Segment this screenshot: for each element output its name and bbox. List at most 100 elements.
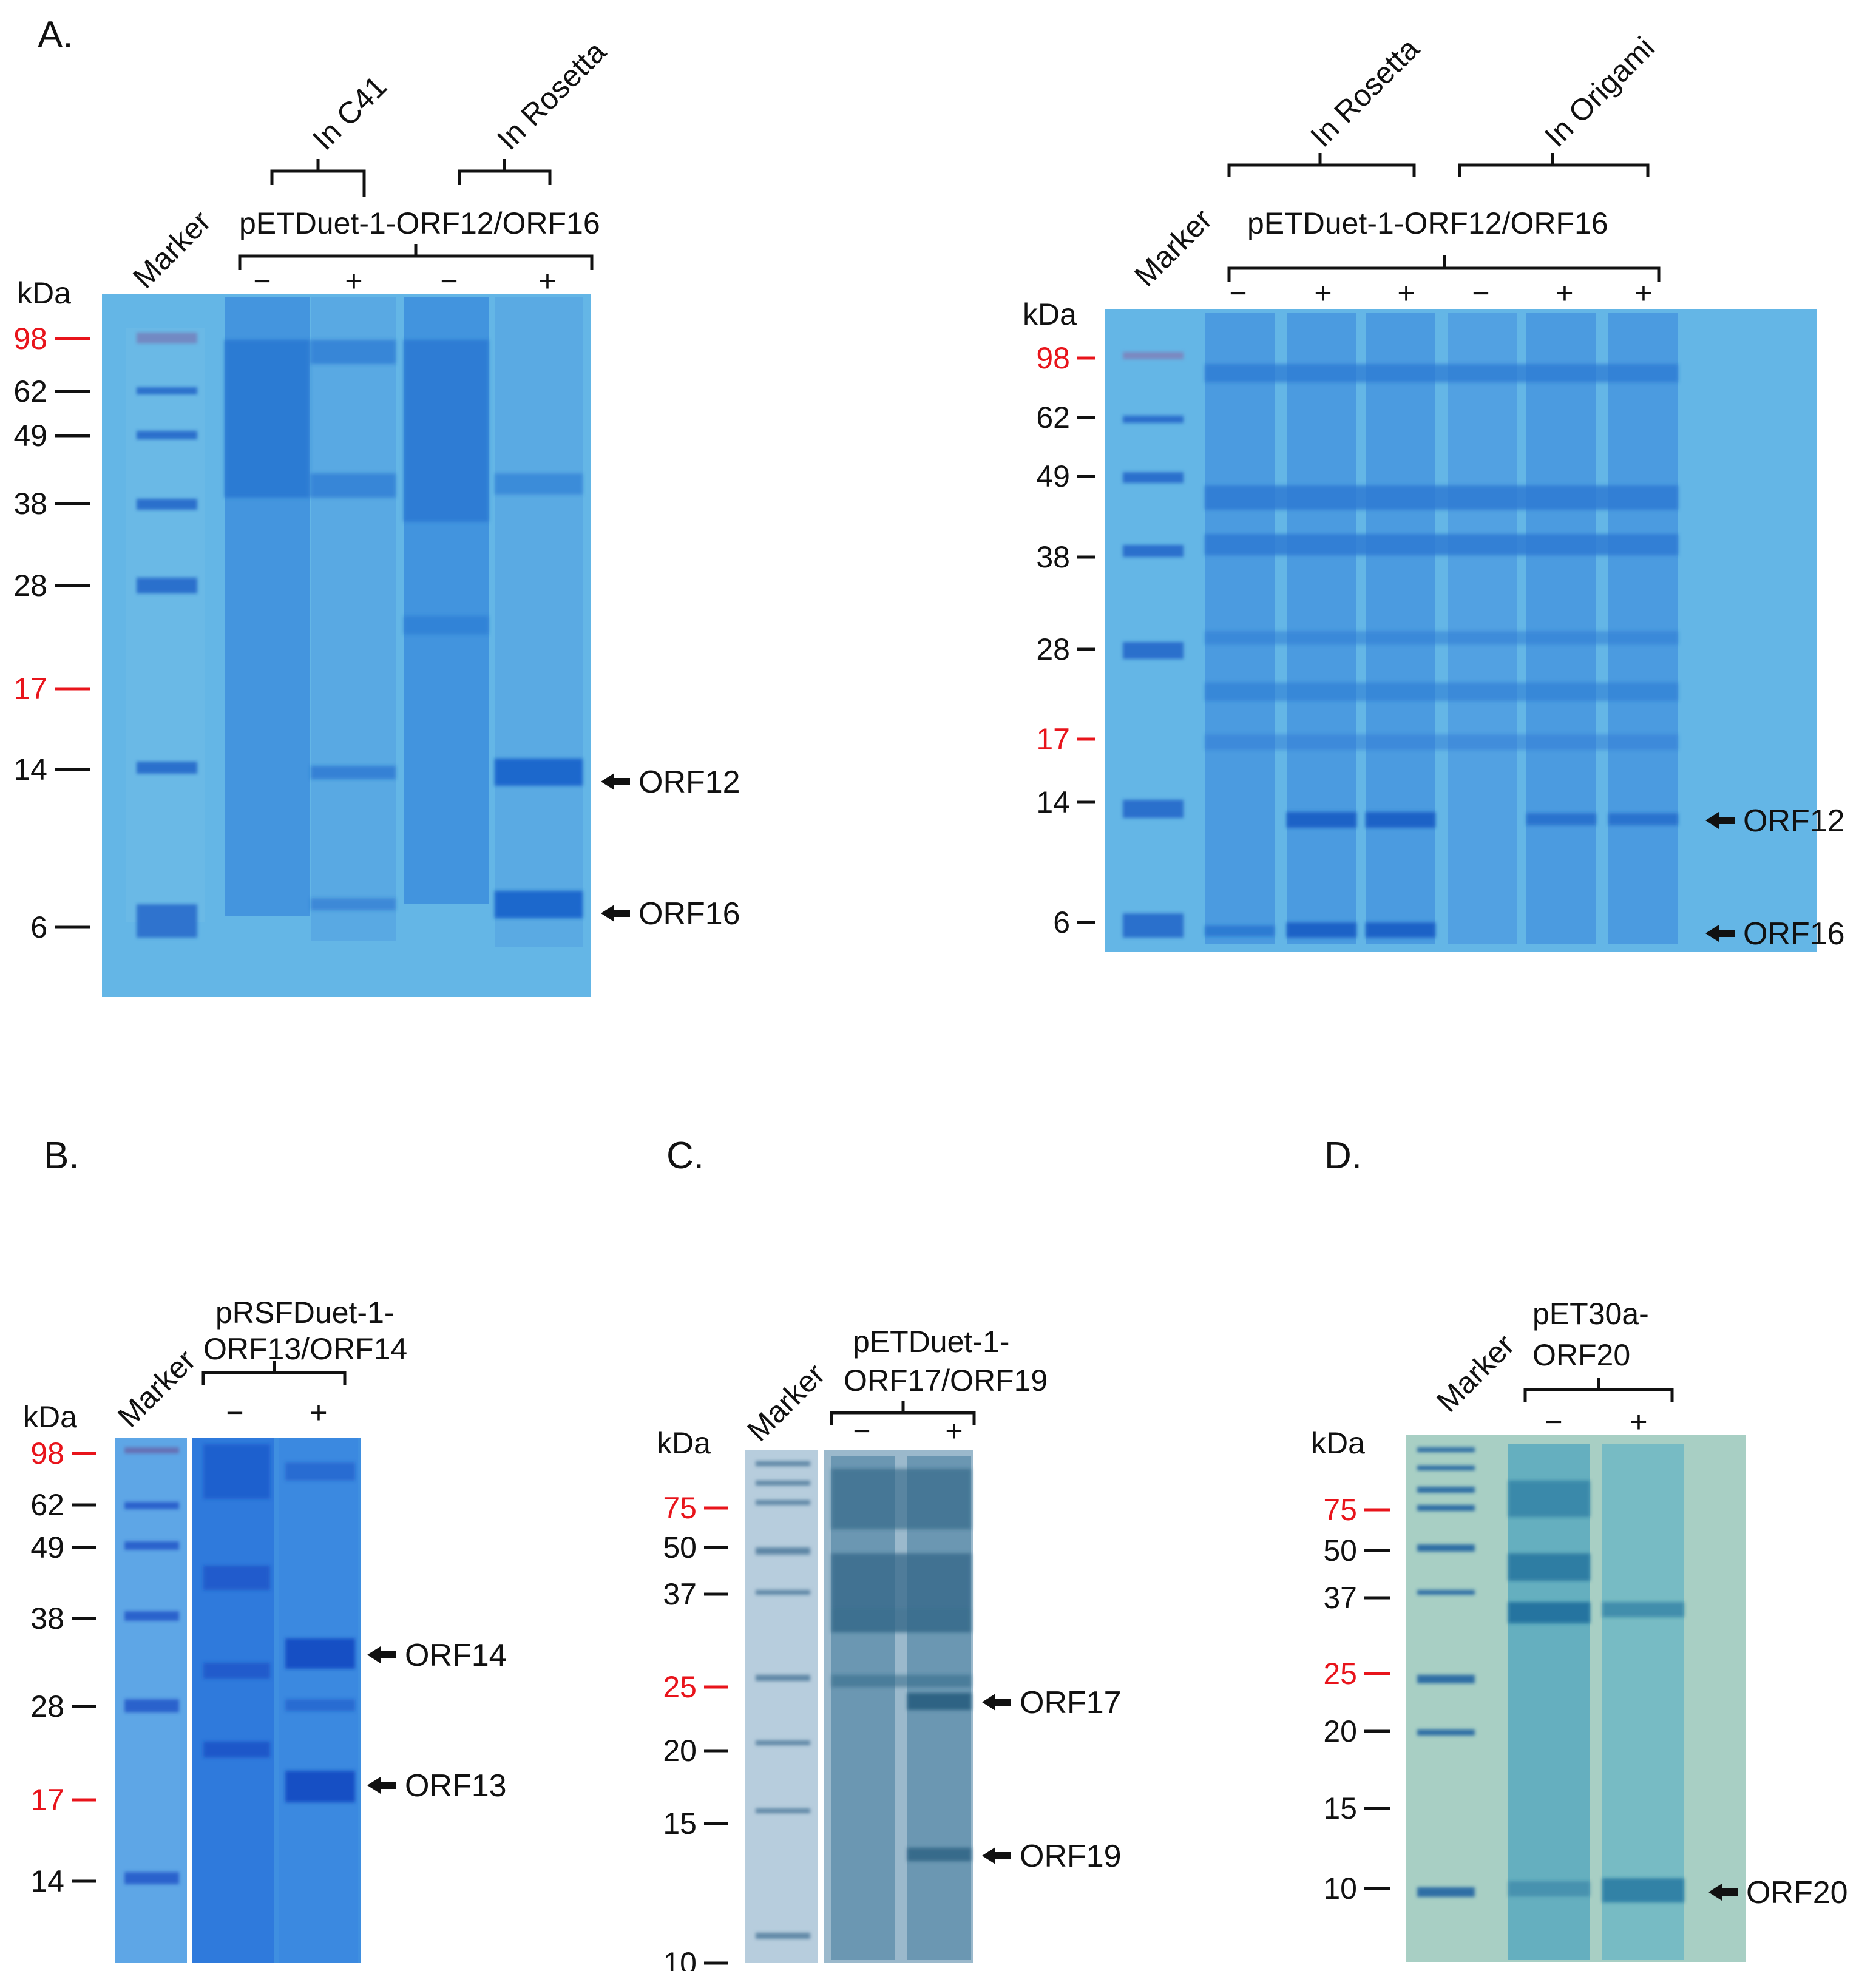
size-marker-label: 25 [1323, 1657, 1357, 1691]
band-label-orf16: ORF16 [1743, 916, 1845, 952]
group-label-in-origami: In Origami [1538, 30, 1661, 154]
gel-c-marker [745, 1450, 818, 1963]
size-marker-label: 17 [13, 672, 47, 706]
size-marker-label: 10 [663, 1946, 697, 1971]
size-marker-label: 49 [1036, 459, 1070, 493]
kda-label-d: kDa [1311, 1426, 1365, 1460]
lane-sign-uninduced: − [226, 1396, 243, 1430]
construct-label-a2: pETDuet-1-ORF12/ORF16 [1247, 206, 1608, 240]
panel-letter-a: A. [38, 14, 73, 56]
group-label-in-rosetta-2: In Rosetta [1304, 32, 1426, 154]
band-label-orf19: ORF19 [1020, 1839, 1122, 1874]
size-marker-label: 15 [1323, 1791, 1357, 1825]
size-marker-label: 75 [1323, 1493, 1357, 1527]
size-marker-label: 38 [30, 1601, 64, 1635]
band-arrow-icon [367, 1777, 396, 1794]
size-marker-label: 49 [13, 419, 47, 453]
lane-sign-uninduced: − [1472, 276, 1489, 310]
lane-sign-induced: + [945, 1414, 963, 1448]
band-arrow-icon [1705, 925, 1735, 942]
size-marker-label: 6 [30, 910, 47, 944]
size-marker-label: 62 [13, 374, 47, 408]
lane-sign-induced: + [1634, 276, 1652, 310]
marker-lane-label-c: Marker [740, 1357, 831, 1448]
band-arrow-icon [1705, 812, 1735, 829]
panel-d: D. pET30a- ORF20 Marker [1311, 1135, 1848, 1962]
size-marker-label: 49 [30, 1530, 64, 1564]
size-marker-label: 50 [1323, 1533, 1357, 1567]
size-marker-label: 10 [1323, 1871, 1357, 1905]
band-arrow-icon [982, 1694, 1011, 1711]
size-marker-label: 37 [1323, 1581, 1357, 1615]
size-marker-label: 15 [663, 1807, 697, 1841]
size-marker-label: 25 [663, 1670, 697, 1704]
lane-sign-induced: + [1397, 276, 1415, 310]
panel-letter-b: B. [44, 1135, 80, 1177]
construct-label-c-line2: ORF17/ORF19 [844, 1364, 1048, 1398]
band-label-orf16: ORF16 [638, 896, 740, 931]
band-arrow-icon [1708, 1884, 1738, 1901]
size-marker-label: 50 [663, 1530, 697, 1564]
construct-label-d-line2: ORF20 [1532, 1338, 1630, 1372]
size-marker-label: 20 [663, 1734, 697, 1768]
size-marker-label: 6 [1053, 905, 1070, 939]
size-marker-label: 75 [663, 1491, 697, 1525]
lane-sign-induced: + [1314, 276, 1332, 310]
group-label-in-rosetta: In Rosetta [490, 35, 612, 157]
lane-sign-induced: + [310, 1396, 327, 1430]
band-label-orf20: ORF20 [1746, 1875, 1848, 1910]
marker-lane-label-a2: Marker [1128, 202, 1219, 293]
size-marker-label: 14 [13, 752, 47, 786]
panel-letter-c: C. [666, 1135, 704, 1177]
size-marker-label: 62 [30, 1488, 64, 1522]
size-marker-label: 38 [1036, 540, 1070, 574]
band-label-orf12: ORF12 [638, 765, 740, 800]
kda-label-a2: kDa [1023, 297, 1077, 331]
band-arrow-icon [367, 1646, 396, 1663]
size-marker-label: 38 [13, 487, 47, 521]
size-marker-label: 28 [1036, 632, 1070, 666]
band-arrow-icon [982, 1847, 1011, 1864]
size-marker-label: 20 [1323, 1714, 1357, 1748]
lane-sign-induced: + [538, 264, 556, 298]
band-arrow-icon [601, 773, 630, 790]
construct-label-b-line2: ORF13/ORF14 [203, 1332, 407, 1366]
construct-label-d-line1: pET30a- [1532, 1297, 1649, 1331]
kda-label-b: kDa [23, 1400, 77, 1434]
lane-sign-uninduced: − [253, 264, 271, 298]
lane-sign-induced: + [345, 264, 362, 298]
marker-lane-label-b: Marker [111, 1343, 202, 1434]
panel-letter-d: D. [1324, 1135, 1362, 1177]
lane-sign-uninduced: − [853, 1414, 870, 1448]
marker-lane-label-d: Marker [1430, 1328, 1521, 1419]
panel-c: C. pETDuet-1- ORF17/ORF [657, 1135, 1122, 1971]
construct-label-c-line1: pETDuet-1- [853, 1325, 1009, 1359]
size-marker-label: 98 [1036, 341, 1070, 375]
band-label-orf14: ORF14 [405, 1638, 507, 1673]
panel-a2: In Rosetta In Origami pETDuet-1-ORF12/OR… [1023, 30, 1845, 952]
size-marker-label: 62 [1036, 401, 1070, 434]
size-marker-label: 28 [13, 569, 47, 603]
lane-sign-uninduced: − [1229, 276, 1247, 310]
size-marker-label: 14 [30, 1864, 64, 1898]
marker-lane-label: Marker [126, 204, 217, 295]
size-marker-label: 17 [1036, 722, 1070, 756]
size-marker-label: 37 [663, 1577, 697, 1611]
size-marker-label: 98 [13, 322, 47, 356]
lane-sign-induced: + [1556, 276, 1573, 310]
lane-sign-uninduced: − [1545, 1405, 1562, 1439]
lane-sign-induced: + [1630, 1405, 1647, 1439]
band-label-orf17: ORF17 [1020, 1685, 1122, 1720]
panel-a1: A. [13, 14, 740, 997]
lane-sign-uninduced: − [440, 264, 458, 298]
kda-label-c: kDa [657, 1426, 711, 1460]
band-label-orf12: ORF12 [1743, 803, 1845, 839]
size-marker-label: 98 [30, 1436, 64, 1470]
group-label-in-c41: In C41 [306, 69, 393, 157]
band-label-orf13: ORF13 [405, 1768, 507, 1804]
kda-label: kDa [17, 276, 71, 310]
size-marker-label: 17 [30, 1783, 64, 1817]
construct-label: pETDuet-1-ORF12/ORF16 [239, 206, 600, 240]
construct-label-b-line1: pRSFDuet-1- [215, 1296, 395, 1330]
